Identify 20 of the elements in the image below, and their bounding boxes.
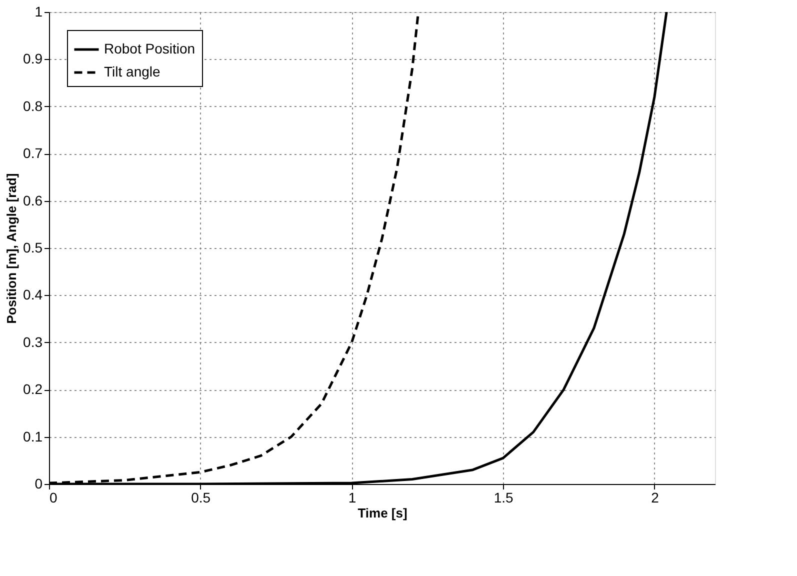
x-tick-label: 1.5 [494,490,514,506]
y-tick-label: 0.4 [23,286,43,303]
y-tick-label: 0.3 [23,334,43,350]
y-tick-label: 0.9 [23,50,43,67]
y-tick-label: 0.6 [23,192,43,208]
y-tick-label: 0.8 [23,98,43,114]
x-axis-title: Time [s] [358,506,408,520]
x-tick-label: 0 [50,490,58,506]
y-tick-label: 0 [34,476,43,492]
y-axis-title: Position [m], Angle [rad] [4,173,20,324]
y-tick-label: 0.2 [23,381,43,398]
x-tick-label: 1 [348,490,356,506]
y-tick-label: 0.1 [23,428,43,444]
x-tick-label: 2 [651,490,660,506]
legend-label: Robot Position [104,40,196,56]
y-tick-label: 0.7 [23,145,43,162]
y-tick-label: 0.5 [23,240,43,256]
y-tick-label: 1 [34,4,43,20]
x-tick-label: 0.5 [191,490,211,506]
legend-label: Tilt angle [104,64,160,80]
